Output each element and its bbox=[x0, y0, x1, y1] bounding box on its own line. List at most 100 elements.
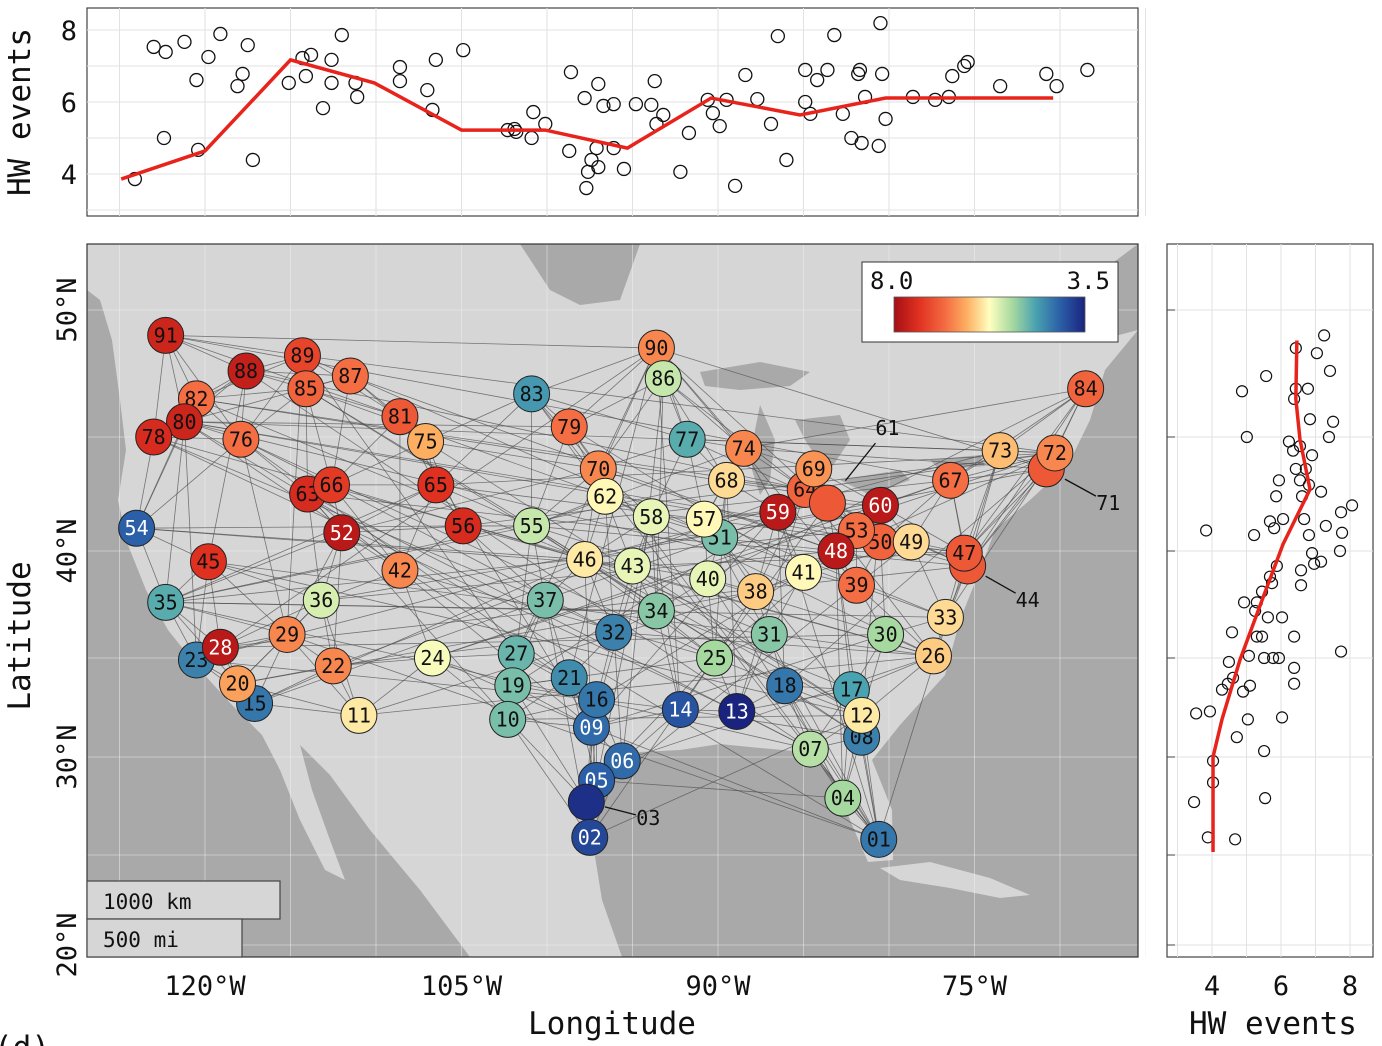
node-marker[interactable] bbox=[808, 484, 846, 522]
node-marker[interactable] bbox=[331, 357, 369, 395]
node-18[interactable]: 18 bbox=[766, 667, 804, 705]
node-marker[interactable] bbox=[135, 418, 173, 456]
node-marker[interactable] bbox=[147, 583, 185, 621]
node-marker[interactable] bbox=[444, 507, 482, 545]
node-13[interactable]: 13 bbox=[718, 692, 756, 730]
node-marker[interactable] bbox=[513, 507, 551, 545]
node-33[interactable]: 33 bbox=[926, 598, 964, 636]
node-09[interactable]: 09 bbox=[572, 708, 610, 746]
node-41[interactable]: 41 bbox=[785, 553, 822, 591]
node-marker[interactable] bbox=[1067, 370, 1105, 408]
node-76[interactable]: 76 bbox=[222, 420, 260, 458]
node-marker[interactable] bbox=[981, 432, 1019, 470]
node-42[interactable]: 42 bbox=[381, 551, 419, 589]
node-31[interactable]: 31 bbox=[750, 615, 788, 653]
node-01[interactable]: 01 bbox=[860, 820, 898, 858]
node-43[interactable]: 43 bbox=[614, 547, 651, 585]
node-03[interactable]: 03 bbox=[567, 783, 660, 830]
node-46[interactable]: 46 bbox=[566, 541, 604, 579]
node-marker[interactable] bbox=[860, 820, 898, 858]
node-40[interactable]: 40 bbox=[689, 560, 727, 598]
node-32[interactable]: 32 bbox=[595, 613, 633, 651]
node-74[interactable]: 74 bbox=[725, 429, 763, 467]
node-52[interactable]: 52 bbox=[323, 514, 361, 552]
node-marker[interactable] bbox=[661, 690, 699, 728]
node-marker[interactable] bbox=[313, 466, 351, 504]
node-marker[interactable] bbox=[750, 615, 788, 653]
node-marker[interactable] bbox=[571, 818, 609, 856]
node-marker[interactable] bbox=[766, 667, 804, 705]
node-61[interactable]: 61 bbox=[808, 416, 899, 522]
node-37[interactable]: 37 bbox=[526, 581, 564, 619]
node-marker[interactable] bbox=[785, 553, 822, 591]
node-67[interactable]: 67 bbox=[932, 461, 970, 499]
node-marker[interactable] bbox=[685, 500, 723, 538]
node-marker[interactable] bbox=[550, 659, 588, 697]
node-marker[interactable] bbox=[526, 581, 564, 619]
node-marker[interactable] bbox=[914, 637, 952, 675]
node-80[interactable]: 80 bbox=[165, 403, 203, 441]
node-11[interactable]: 11 bbox=[340, 696, 378, 734]
node-marker[interactable] bbox=[489, 700, 527, 738]
node-marker[interactable] bbox=[567, 783, 605, 821]
node-89[interactable]: 89 bbox=[283, 337, 321, 375]
node-78[interactable]: 78 bbox=[135, 418, 173, 456]
node-02[interactable]: 02 bbox=[571, 818, 609, 856]
node-16[interactable]: 16 bbox=[578, 681, 616, 719]
node-marker[interactable] bbox=[147, 316, 185, 354]
node-12[interactable]: 12 bbox=[843, 696, 881, 734]
node-marker[interactable] bbox=[340, 696, 378, 734]
node-marker[interactable] bbox=[566, 541, 604, 579]
node-marker[interactable] bbox=[689, 560, 727, 598]
node-marker[interactable] bbox=[586, 477, 624, 515]
node-marker[interactable] bbox=[737, 573, 775, 611]
node-26[interactable]: 26 bbox=[914, 637, 952, 675]
node-marker[interactable] bbox=[222, 420, 260, 458]
node-marker[interactable] bbox=[314, 647, 352, 685]
node-marker[interactable] bbox=[595, 613, 633, 651]
node-marker[interactable] bbox=[189, 543, 227, 581]
node-54[interactable]: 54 bbox=[118, 509, 156, 547]
node-marker[interactable] bbox=[201, 628, 239, 666]
node-06[interactable]: 06 bbox=[603, 742, 641, 780]
node-69[interactable]: 69 bbox=[795, 450, 833, 488]
node-marker[interactable] bbox=[603, 742, 641, 780]
node-21[interactable]: 21 bbox=[550, 659, 588, 697]
node-28[interactable]: 28 bbox=[201, 628, 239, 666]
node-marker[interactable] bbox=[838, 566, 876, 604]
node-87[interactable]: 87 bbox=[331, 357, 369, 395]
node-marker[interactable] bbox=[381, 398, 419, 436]
node-marker[interactable] bbox=[302, 581, 340, 619]
node-49[interactable]: 49 bbox=[892, 523, 930, 561]
node-marker[interactable] bbox=[725, 429, 763, 467]
node-48[interactable]: 48 bbox=[817, 532, 855, 570]
node-22[interactable]: 22 bbox=[314, 647, 352, 685]
node-56[interactable]: 56 bbox=[444, 507, 482, 545]
node-marker[interactable] bbox=[932, 461, 970, 499]
node-07[interactable]: 07 bbox=[791, 730, 829, 768]
node-marker[interactable] bbox=[632, 498, 670, 536]
node-57[interactable]: 57 bbox=[685, 500, 723, 538]
node-marker[interactable] bbox=[892, 523, 930, 561]
node-marker[interactable] bbox=[759, 493, 797, 531]
node-36[interactable]: 36 bbox=[302, 581, 340, 619]
node-marker[interactable] bbox=[637, 592, 675, 630]
node-marker[interactable] bbox=[550, 408, 588, 446]
node-marker[interactable] bbox=[287, 370, 325, 408]
node-marker[interactable] bbox=[218, 665, 256, 703]
node-60[interactable]: 60 bbox=[861, 486, 899, 524]
node-marker[interactable] bbox=[696, 639, 734, 677]
node-marker[interactable] bbox=[165, 403, 203, 441]
node-marker[interactable] bbox=[843, 696, 881, 734]
node-marker[interactable] bbox=[945, 534, 983, 572]
node-68[interactable]: 68 bbox=[708, 461, 746, 499]
node-85[interactable]: 85 bbox=[287, 370, 325, 408]
node-25[interactable]: 25 bbox=[696, 639, 734, 677]
node-83[interactable]: 83 bbox=[513, 375, 551, 413]
node-34[interactable]: 34 bbox=[637, 592, 675, 630]
node-86[interactable]: 86 bbox=[644, 360, 682, 398]
node-marker[interactable] bbox=[926, 598, 964, 636]
node-24[interactable]: 24 bbox=[413, 639, 451, 677]
node-marker[interactable] bbox=[407, 423, 445, 461]
node-marker[interactable] bbox=[718, 692, 756, 730]
